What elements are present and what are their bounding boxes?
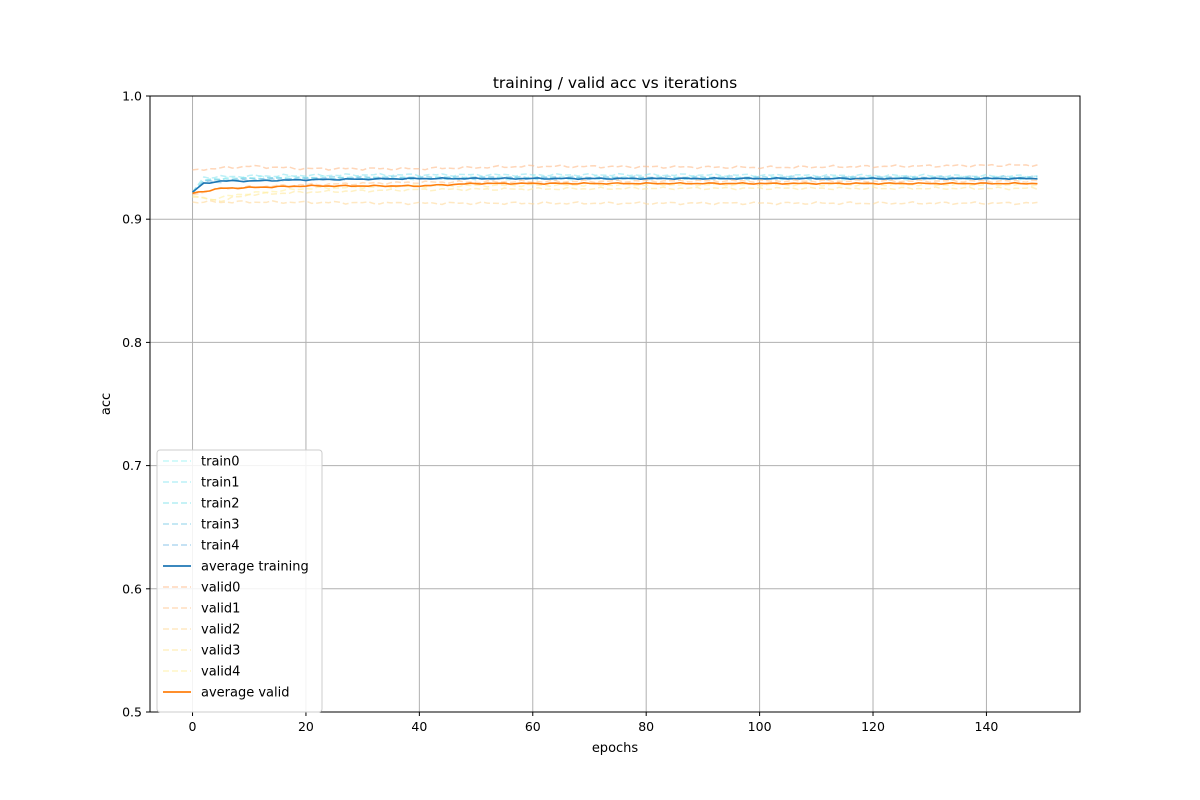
legend: train0 train1 train2 train3 train4 average tr… [156, 449, 323, 713]
ticks: 0 20 40 60 80 100 120 140 0.5 0.6 0.7 0.8 0.9 1.0 [122, 89, 998, 735]
x-tick-label: 120 [861, 719, 885, 734]
x-tick-label: 60 [525, 719, 541, 734]
legend-entry-label: valid4 [201, 665, 240, 680]
legend-entry-label: train2 [201, 497, 240, 512]
x-tick-label: 0 [189, 719, 197, 734]
y-tick-label: 0.5 [122, 705, 142, 720]
axes [149, 95, 1081, 713]
legend-entry-label: train4 [201, 539, 240, 554]
legend-entry-label: valid1 [201, 602, 240, 617]
legend-entry-label: valid2 [201, 623, 240, 638]
x-tick-label: 80 [638, 719, 654, 734]
y-tick-label: 0.7 [122, 458, 142, 473]
series-line-train1 [191, 172, 1038, 193]
x-tick-label: 20 [298, 719, 314, 734]
legend-entry-label: valid0 [201, 581, 240, 596]
x-tick-label: 40 [411, 719, 427, 734]
y-tick-label: 0.6 [122, 581, 142, 596]
legend-entry-label: train0 [201, 455, 240, 470]
series-line-valid3 [192, 186, 1038, 203]
legend-entry-label: average valid [201, 686, 290, 701]
series-line-average-training [192, 177, 1038, 193]
series-line-average-valid [192, 181, 1038, 195]
legend-entry-label: valid3 [201, 644, 240, 659]
y-tick-label: 1.0 [122, 89, 142, 104]
y-tick-label: 0.8 [122, 335, 142, 350]
legend-entry-label: train1 [201, 476, 240, 491]
plot-frame [149, 95, 1081, 713]
chart-title: training / valid acc vs iterations [493, 74, 737, 92]
series-lines [191, 163, 1038, 206]
x-axis-label: epochs [592, 741, 639, 756]
legend-entry-label: average training [201, 560, 309, 575]
series-line-valid1 [192, 178, 1038, 196]
series-line-valid4 [192, 182, 1038, 201]
legend-box [156, 449, 323, 713]
legend-entry-label: train3 [201, 518, 240, 533]
y-tick-label: 0.9 [122, 212, 142, 227]
x-tick-label: 140 [975, 719, 999, 734]
y-axis-label: acc [99, 393, 114, 415]
x-tick-label: 100 [748, 719, 772, 734]
